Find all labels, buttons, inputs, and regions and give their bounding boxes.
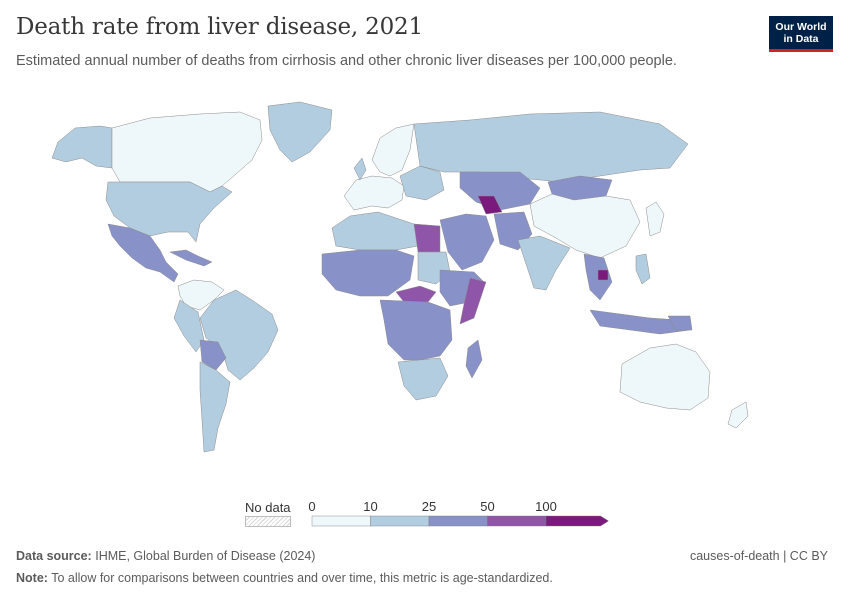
legend-tick-label: 50 <box>480 499 494 514</box>
chart-subtitle: Estimated annual number of deaths from c… <box>16 53 677 69</box>
region-scandinavia[interactable] <box>371 123 415 177</box>
world-map[interactable] <box>0 100 850 490</box>
region-central-africa[interactable] <box>379 299 453 361</box>
region-philippines[interactable] <box>635 253 651 285</box>
legend-tick-label: 0 <box>308 499 315 514</box>
note-label: Note: <box>16 571 48 585</box>
legend-no-data-swatch[interactable] <box>245 516 291 527</box>
region-egypt[interactable] <box>413 223 441 253</box>
legend-bin-open[interactable] <box>545 515 609 527</box>
region-eastern-europe[interactable] <box>399 165 445 201</box>
legend-no-data-label: No data <box>245 500 291 515</box>
region-india[interactable] <box>517 235 571 291</box>
region-cambodia[interactable] <box>597 269 609 281</box>
region-south-sudan-car[interactable] <box>395 285 437 303</box>
owid-logo[interactable]: Our World in Data <box>769 16 833 52</box>
region-japan-korea[interactable] <box>645 201 665 237</box>
region-united-states[interactable] <box>105 181 233 243</box>
chart-title: Death rate from liver disease, 2021 <box>16 14 423 40</box>
region-canada[interactable] <box>111 111 263 193</box>
legend-tick-label: 100 <box>535 499 557 514</box>
region-china[interactable] <box>529 193 641 259</box>
legend-bin-0-10[interactable] <box>311 515 371 527</box>
region-north-africa[interactable] <box>331 211 419 251</box>
region-papua-new-guinea[interactable] <box>667 315 693 331</box>
note-line: Note: To allow for comparisons between c… <box>16 571 553 585</box>
data-source-label: Data source: <box>16 549 92 563</box>
data-source-text[interactable]: IHME, Global Burden of Disease (2024) <box>95 549 316 563</box>
legend-bin-50-100[interactable] <box>487 515 547 527</box>
region-middle-east[interactable] <box>439 213 495 271</box>
region-russia[interactable] <box>413 111 689 183</box>
logo-line-2: in Data <box>783 33 819 45</box>
region-new-zealand[interactable] <box>727 401 749 429</box>
region-brazil[interactable] <box>199 289 279 381</box>
region-peru[interactable] <box>173 299 205 353</box>
legend-tick-label: 10 <box>363 499 377 514</box>
region-western-europe[interactable] <box>343 175 405 211</box>
note-text: To allow for comparisons between countri… <box>51 571 553 585</box>
region-west-africa[interactable] <box>321 249 415 297</box>
region-mexico-central-america[interactable] <box>107 223 179 283</box>
region-madagascar[interactable] <box>465 339 483 379</box>
region-southern-africa[interactable] <box>397 357 449 401</box>
color-legend: 0 10 25 50 100 <box>308 499 609 527</box>
logo-line-1: Our World <box>775 21 827 33</box>
region-bolivia[interactable] <box>199 339 227 371</box>
region-turkmenistan[interactable] <box>477 195 503 215</box>
data-source-line: Data source: IHME, Global Burden of Dise… <box>16 549 315 563</box>
region-somalia[interactable] <box>459 277 487 325</box>
region-greenland[interactable] <box>267 101 333 163</box>
region-alaska[interactable] <box>51 125 113 169</box>
region-uk-ireland[interactable] <box>353 157 367 181</box>
region-argentina-chile[interactable] <box>199 361 231 453</box>
legend-bin-25-50[interactable] <box>428 515 488 527</box>
region-caribbean[interactable] <box>169 249 213 267</box>
legend-tick-label: 25 <box>422 499 436 514</box>
region-australia[interactable] <box>619 343 711 411</box>
legend-bin-10-25[interactable] <box>370 515 430 527</box>
license-text[interactable]: causes-of-death | CC BY <box>689 549 828 563</box>
